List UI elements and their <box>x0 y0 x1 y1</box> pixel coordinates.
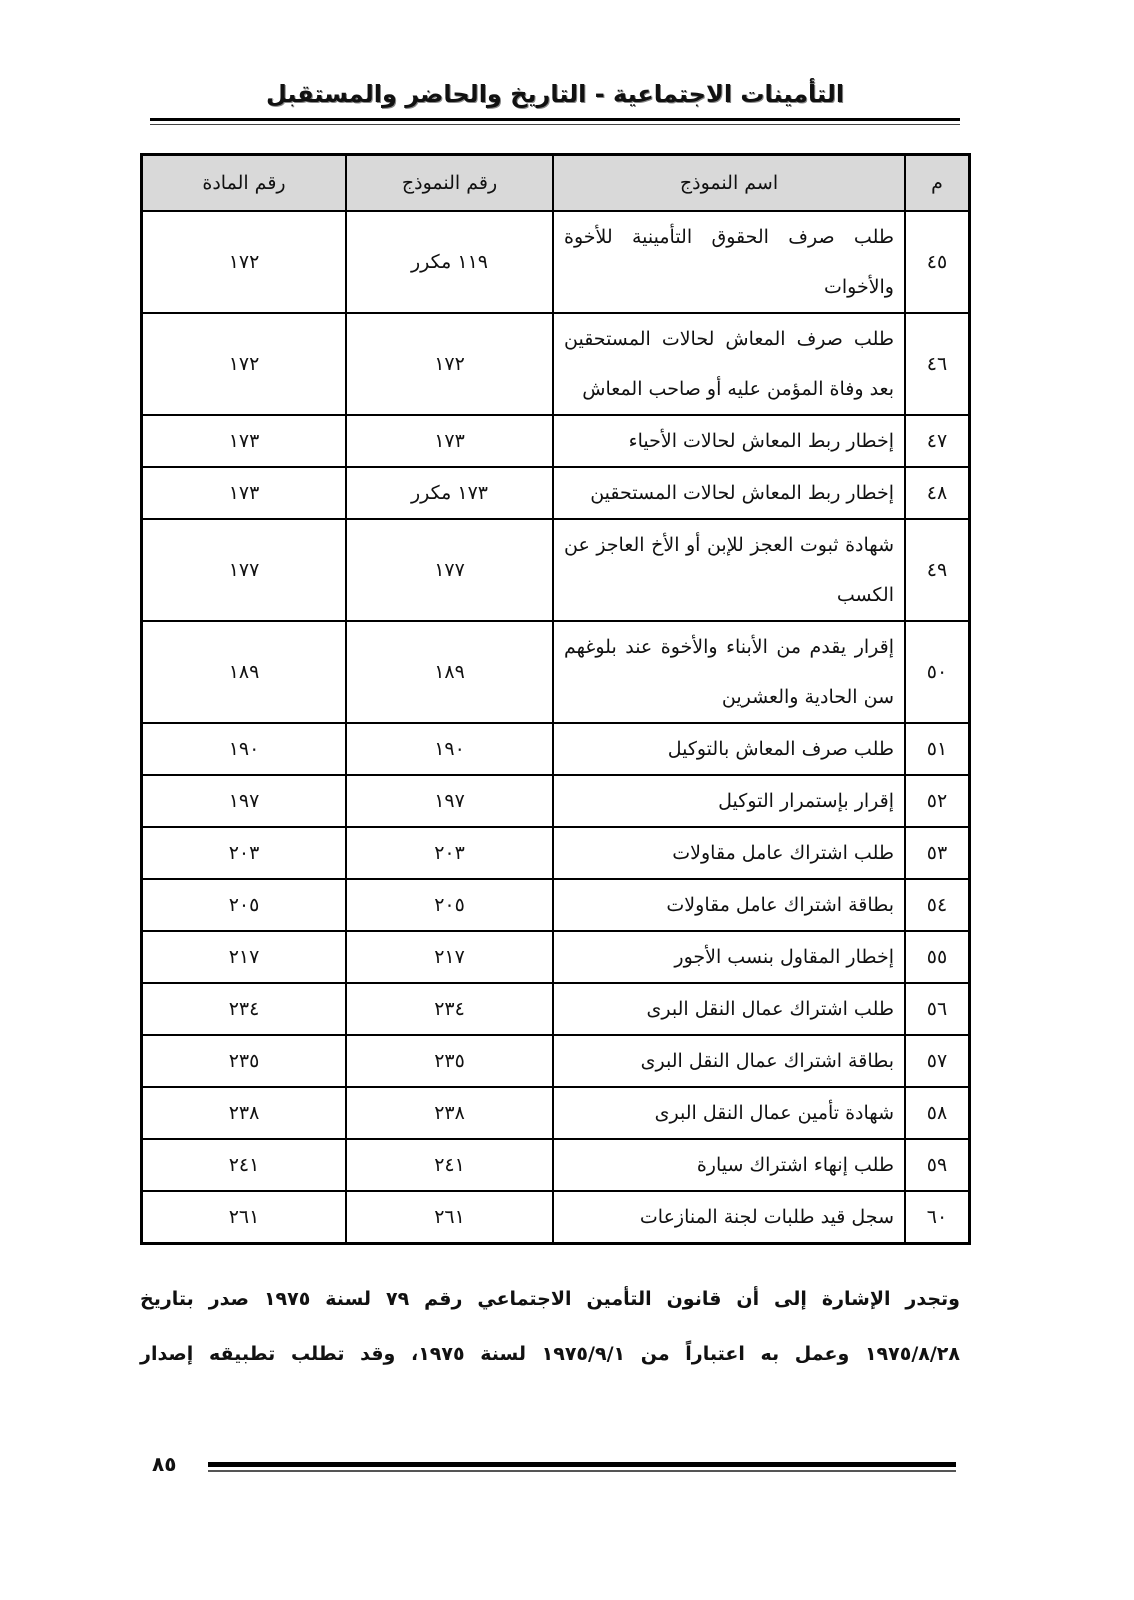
cell-article-number: ١٧٣ <box>140 414 347 468</box>
cell-form-number: ٢٣٥ <box>345 1034 554 1088</box>
paragraph-line: وتجدر الإشارة إلى أن قانون التأمين الاجت… <box>140 1288 960 1310</box>
table-row: ٥٨ شهادة تأمين عمال النقل البرى ٢٣٨ ٢٣٨ <box>140 1086 971 1140</box>
cell-form-name: طلب صرف المعاش لحالات المستحقين بعد وفاة… <box>552 312 906 416</box>
column-header-index: م <box>904 153 971 212</box>
cell-form-number: ٢٣٨ <box>345 1086 554 1140</box>
running-header-title: التأمينات الاجتماعية - التاريخ والحاضر و… <box>265 80 845 108</box>
cell-form-number: ١٧٣ <box>345 414 554 468</box>
table-row: ٥٦ طلب اشتراك عمال النقل البرى ٢٣٤ ٢٣٤ <box>140 982 971 1036</box>
cell-form-name: بطاقة اشتراك عمال النقل البرى <box>552 1034 906 1088</box>
table-header-row: م اسم النموذج رقم النموذج رقم المادة <box>140 153 971 212</box>
cell-article-number: ١٧٢ <box>140 312 347 416</box>
table-row: ٦٠ سجل قيد طلبات لجنة المنازعات ٢٦١ ٢٦١ <box>140 1190 971 1245</box>
cell-form-name: طلب اشتراك عمال النقل البرى <box>552 982 906 1036</box>
cell-index: ٤٨ <box>904 466 971 520</box>
cell-article-number: ٢٤١ <box>140 1138 347 1192</box>
cell-article-number: ١٧٧ <box>140 518 347 622</box>
cell-index: ٤٦ <box>904 312 971 416</box>
table-row: ٥٠ إقرار يقدم من الأبناء والأخوة عند بلوغ… <box>140 620 971 724</box>
column-header-form-name: اسم النموذج <box>552 153 906 212</box>
cell-form-number: ٢٠٣ <box>345 826 554 880</box>
table-row: ٥٣ طلب اشتراك عامل مقاولات ٢٠٣ ٢٠٣ <box>140 826 971 880</box>
cell-form-name: إخطار المقاول بنسب الأجور <box>552 930 906 984</box>
cell-form-name: إقرار يقدم من الأبناء والأخوة عند بلوغهم… <box>552 620 906 724</box>
table-row: ٤٦ طلب صرف المعاش لحالات المستحقين بعد وف… <box>140 312 971 416</box>
cell-form-number: ١٧٣ مكرر <box>345 466 554 520</box>
cell-index: ٤٧ <box>904 414 971 468</box>
cell-index: ٥٨ <box>904 1086 971 1140</box>
table-row: ٤٨ إخطار ربط المعاش لحالات المستحقين ١٧٣ م… <box>140 466 971 520</box>
cell-index: ٦٠ <box>904 1190 971 1245</box>
column-header-article-number: رقم المادة <box>140 153 347 212</box>
forms-table: م اسم النموذج رقم النموذج رقم المادة ٤٥ ط… <box>140 153 971 1245</box>
footer-rule-thin <box>208 1470 956 1472</box>
footer-rule <box>208 1462 956 1467</box>
cell-index: ٥٢ <box>904 774 971 828</box>
cell-form-number: ٢٣٤ <box>345 982 554 1036</box>
cell-form-number: ٢٦١ <box>345 1190 554 1245</box>
table-row: ٥٧ بطاقة اشتراك عمال النقل البرى ٢٣٥ ٢٣٥ <box>140 1034 971 1088</box>
table-row: ٥١ طلب صرف المعاش بالتوكيل ١٩٠ ١٩٠ <box>140 722 971 776</box>
cell-index: ٥٠ <box>904 620 971 724</box>
cell-form-name: إخطار ربط المعاش لحالات المستحقين <box>552 466 906 520</box>
cell-article-number: ٢٦١ <box>140 1190 347 1245</box>
cell-form-name: سجل قيد طلبات لجنة المنازعات <box>552 1190 906 1245</box>
header-rule <box>150 118 960 121</box>
cell-form-number: ١٨٩ <box>345 620 554 724</box>
cell-index: ٥٥ <box>904 930 971 984</box>
cell-article-number: ١٨٩ <box>140 620 347 724</box>
cell-index: ٥٩ <box>904 1138 971 1192</box>
table-row: ٤٩ شهادة ثبوت العجز للإبن أو الأخ العاجز … <box>140 518 971 622</box>
table-row: ٤٥ طلب صرف الحقوق التأمينية للأخوة والأخو… <box>140 210 971 314</box>
header-rule-thin <box>150 124 960 125</box>
cell-form-number: ٢١٧ <box>345 930 554 984</box>
cell-form-number: ١٧٢ <box>345 312 554 416</box>
cell-form-number: ١٩٠ <box>345 722 554 776</box>
cell-form-name: شهادة تأمين عمال النقل البرى <box>552 1086 906 1140</box>
cell-article-number: ٢٠٥ <box>140 878 347 932</box>
table-row: ٥٥ إخطار المقاول بنسب الأجور ٢١٧ ٢١٧ <box>140 930 971 984</box>
table-row: ٥٢ إقرار بإستمرار التوكيل ١٩٧ ١٩٧ <box>140 774 971 828</box>
cell-article-number: ٢٠٣ <box>140 826 347 880</box>
cell-form-name: طلب إنهاء اشتراك سيارة <box>552 1138 906 1192</box>
cell-form-number: ٢٠٥ <box>345 878 554 932</box>
cell-form-number: ١٧٧ <box>345 518 554 622</box>
cell-form-name: طلب صرف الحقوق التأمينية للأخوة والأخوات <box>552 210 906 314</box>
cell-article-number: ١٩٠ <box>140 722 347 776</box>
column-header-form-number: رقم النموذج <box>345 153 554 212</box>
cell-index: ٥٣ <box>904 826 971 880</box>
cell-form-number: ١٩٧ <box>345 774 554 828</box>
cell-form-number: ٢٤١ <box>345 1138 554 1192</box>
cell-index: ٥٦ <box>904 982 971 1036</box>
cell-index: ٥٤ <box>904 878 971 932</box>
table-row: ٤٧ إخطار ربط المعاش لحالات الأحياء ١٧٣ ١٧٣ <box>140 414 971 468</box>
cell-index: ٥١ <box>904 722 971 776</box>
cell-form-name: شهادة ثبوت العجز للإبن أو الأخ العاجز عن… <box>552 518 906 622</box>
cell-article-number: ١٩٧ <box>140 774 347 828</box>
cell-article-number: ٢٣٨ <box>140 1086 347 1140</box>
cell-article-number: ٢١٧ <box>140 930 347 984</box>
cell-form-number: ١١٩ مكرر <box>345 210 554 314</box>
cell-form-name: طلب صرف المعاش بالتوكيل <box>552 722 906 776</box>
cell-article-number: ١٧٢ <box>140 210 347 314</box>
cell-index: ٤٩ <box>904 518 971 622</box>
cell-article-number: ٢٣٥ <box>140 1034 347 1088</box>
cell-index: ٤٥ <box>904 210 971 314</box>
cell-form-name: إخطار ربط المعاش لحالات الأحياء <box>552 414 906 468</box>
cell-form-name: بطاقة اشتراك عامل مقاولات <box>552 878 906 932</box>
table-row: ٥٩ طلب إنهاء اشتراك سيارة ٢٤١ ٢٤١ <box>140 1138 971 1192</box>
cell-article-number: ١٧٣ <box>140 466 347 520</box>
table-row: ٥٤ بطاقة اشتراك عامل مقاولات ٢٠٥ ٢٠٥ <box>140 878 971 932</box>
cell-article-number: ٢٣٤ <box>140 982 347 1036</box>
body-paragraph: وتجدر الإشارة إلى أن قانون التأمين الاجت… <box>140 1272 960 1382</box>
page-number: ٨٥ <box>152 1452 177 1476</box>
paragraph-line: ١٩٧٥/٨/٢٨ وعمل به اعتباراً من ١٩٧٥/٩/١ ل… <box>140 1343 960 1365</box>
cell-form-name: طلب اشتراك عامل مقاولات <box>552 826 906 880</box>
cell-index: ٥٧ <box>904 1034 971 1088</box>
cell-form-name: إقرار بإستمرار التوكيل <box>552 774 906 828</box>
